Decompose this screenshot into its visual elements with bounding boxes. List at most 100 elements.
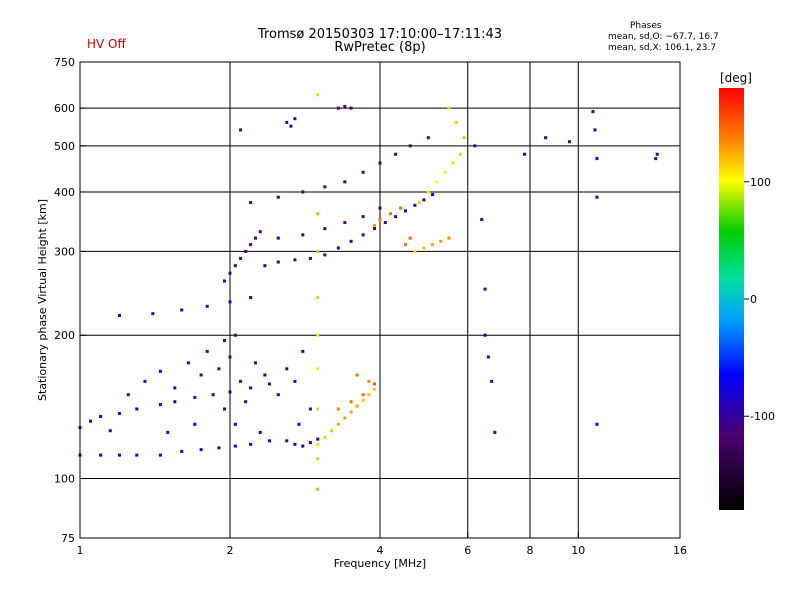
echo-point	[223, 407, 227, 411]
echo-point	[205, 349, 209, 353]
colorbar	[719, 88, 744, 510]
echo-point	[293, 117, 297, 121]
echo-point	[199, 373, 203, 377]
data-points	[78, 93, 659, 491]
echo-point	[249, 243, 253, 247]
y-tick-label: 600	[54, 102, 75, 115]
echo-point	[483, 287, 487, 291]
echo-point	[483, 333, 487, 337]
echo-point	[233, 264, 237, 268]
echo-point	[361, 393, 365, 397]
echo-point	[173, 386, 177, 390]
echo-point	[267, 382, 271, 386]
echo-point	[435, 180, 439, 184]
echo-point	[239, 128, 243, 132]
echo-point	[276, 260, 280, 264]
echo-point	[301, 444, 305, 448]
echo-point	[336, 246, 340, 250]
echo-point	[349, 410, 353, 414]
phase-stats-title: Phases	[630, 21, 662, 31]
echo-point	[253, 236, 257, 240]
echo-point	[316, 367, 320, 371]
echo-point	[493, 430, 497, 434]
echo-point	[323, 435, 327, 439]
echo-point	[263, 264, 267, 268]
echo-point	[378, 161, 382, 165]
echo-point	[422, 198, 426, 202]
echo-point	[308, 441, 312, 445]
echo-point	[361, 170, 365, 174]
hv-status-label: HV Off	[87, 37, 126, 51]
echo-point	[258, 230, 262, 234]
echo-point	[297, 422, 301, 426]
echo-point	[383, 221, 387, 225]
echo-point	[293, 258, 297, 262]
echo-point	[373, 224, 377, 228]
echo-point	[567, 140, 571, 144]
echo-point	[316, 457, 320, 461]
echo-point	[173, 400, 177, 404]
echo-point	[217, 446, 221, 450]
echo-point	[408, 144, 412, 148]
echo-point	[389, 212, 393, 216]
echo-point	[336, 407, 340, 411]
x-tick-label: 16	[673, 544, 687, 557]
echo-point	[117, 453, 121, 457]
echo-point	[403, 243, 407, 247]
phase-stats-x-mode: mean, sd,X: 106.1, 23.7	[608, 43, 717, 53]
echo-point	[413, 249, 417, 253]
echo-point	[378, 206, 382, 210]
echo-point	[458, 152, 462, 156]
echo-point	[343, 180, 347, 184]
echo-point	[336, 106, 340, 110]
echo-point	[249, 201, 253, 205]
y-tick-label: 750	[54, 56, 75, 69]
echo-point	[158, 369, 162, 373]
echo-point	[285, 120, 289, 124]
echo-point	[394, 215, 398, 219]
echo-point	[443, 170, 447, 174]
echo-point	[253, 361, 257, 365]
echo-point	[523, 152, 527, 156]
echo-point	[473, 144, 477, 148]
echo-point	[249, 296, 253, 300]
echo-point	[654, 157, 658, 161]
echo-point	[316, 249, 320, 253]
echo-point	[422, 246, 426, 250]
y-tick-label: 75	[61, 532, 75, 545]
echo-point	[249, 442, 253, 446]
echo-point	[285, 367, 289, 371]
echo-point	[595, 157, 599, 161]
echo-point	[193, 395, 197, 399]
echo-point	[117, 411, 121, 415]
echo-point	[293, 442, 297, 446]
echo-point	[408, 236, 412, 240]
echo-point	[228, 300, 232, 304]
x-tick-label: 6	[464, 544, 471, 557]
echo-point	[158, 403, 162, 407]
echo-point	[355, 404, 359, 408]
echo-point	[399, 206, 403, 210]
echo-point	[166, 430, 170, 434]
y-tick-label: 200	[54, 329, 75, 342]
echo-point	[89, 419, 93, 423]
echo-point	[117, 314, 121, 318]
y-axis-label: Stationary phase Virtual Height [km]	[36, 199, 49, 401]
colorbar-ticks: 100 0 -100	[744, 176, 775, 423]
echo-point	[199, 448, 203, 452]
echo-point	[276, 236, 280, 240]
echo-point	[455, 120, 459, 124]
echo-point	[343, 104, 347, 108]
echo-point	[217, 367, 221, 371]
echo-point	[244, 400, 248, 404]
echo-point	[595, 422, 599, 426]
echo-point	[276, 393, 280, 397]
echo-point	[349, 400, 353, 404]
echo-point	[417, 201, 421, 205]
echo-point	[323, 253, 327, 257]
colorbar-tick-label: 100	[750, 176, 771, 189]
echo-point	[180, 449, 184, 453]
echo-point	[135, 407, 139, 411]
echo-point	[285, 439, 289, 443]
echo-point	[336, 422, 340, 426]
